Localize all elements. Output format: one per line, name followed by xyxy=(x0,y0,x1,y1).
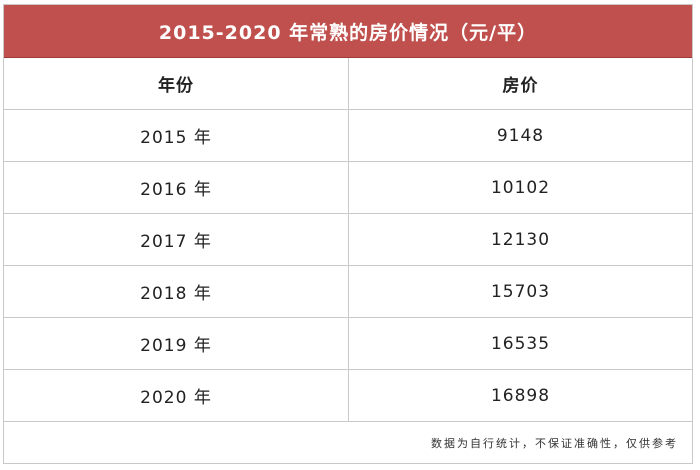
year-cell: 2019 年 xyxy=(4,318,349,370)
table-title: 2015-2020 年常熟的房价情况（元/平） xyxy=(4,5,692,58)
price-cell: 16535 xyxy=(349,318,692,370)
price-cell: 9148 xyxy=(349,110,692,162)
year-cell: 2018 年 xyxy=(4,266,349,318)
year-cell: 2015 年 xyxy=(4,110,349,162)
year-cell: 2016 年 xyxy=(4,162,349,214)
price-table: 2015-2020 年常熟的房价情况（元/平） 年份 房价 2015 年 914… xyxy=(3,4,693,464)
price-cell: 15703 xyxy=(349,266,692,318)
price-cell: 10102 xyxy=(349,162,692,214)
footnote-disclaimer: 数据为自行统计，不保证准确性，仅供参考 xyxy=(431,437,678,450)
price-cell: 12130 xyxy=(349,214,692,266)
table-grid: 年份 房价 2015 年 9148 2016 年 10102 2017 年 12… xyxy=(4,58,692,422)
column-header-year: 年份 xyxy=(4,58,349,110)
year-cell: 2020 年 xyxy=(4,370,349,422)
price-cell: 16898 xyxy=(349,370,692,422)
year-cell: 2017 年 xyxy=(4,214,349,266)
column-header-price: 房价 xyxy=(349,58,692,110)
